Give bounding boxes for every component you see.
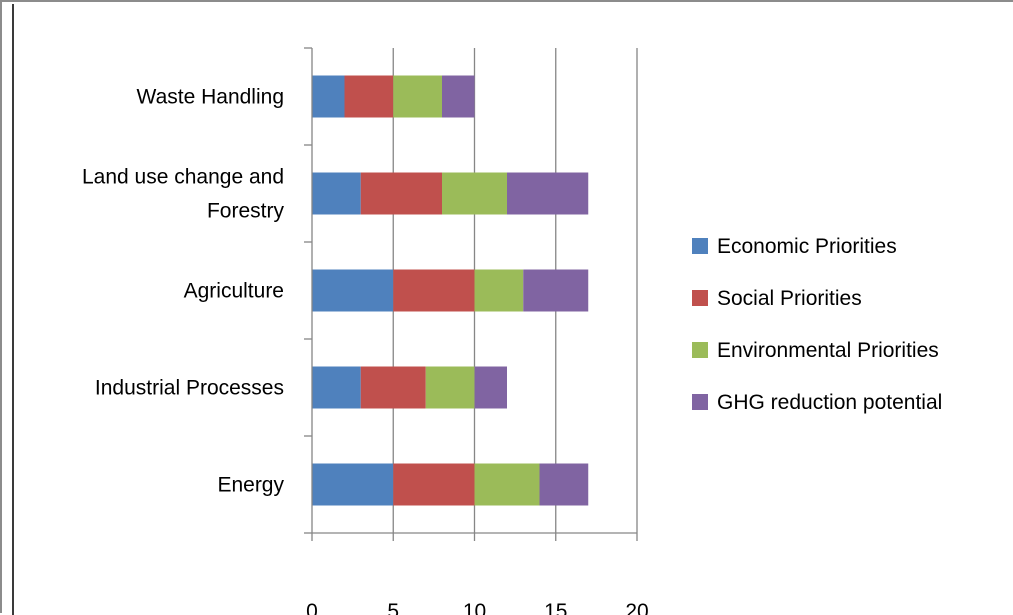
category-label-energy: Energy xyxy=(217,474,284,497)
bar-industrial-processes-economic-priorities xyxy=(312,366,361,409)
x-tick-label-20: 20 xyxy=(625,600,648,615)
bar-land-use-change-and-forestry-economic-priorities xyxy=(312,172,361,215)
bar-agriculture-ghg-reduction-potential xyxy=(523,269,589,312)
category-label-industrial-processes: Industrial Processes xyxy=(95,377,284,400)
bar-waste-handling-ghg-reduction-potential xyxy=(442,75,475,118)
bar-waste-handling-environmental-priorities xyxy=(393,75,442,118)
bar-industrial-processes-environmental-priorities xyxy=(425,366,475,409)
legend-swatch-ghg-reduction-potential xyxy=(692,394,708,410)
bar-industrial-processes-ghg-reduction-potential xyxy=(474,366,507,409)
category-label-agriculture: Agriculture xyxy=(184,280,284,303)
bar-land-use-change-and-forestry-social-priorities xyxy=(360,172,442,215)
bar-agriculture-economic-priorities xyxy=(312,269,394,312)
bar-agriculture-social-priorities xyxy=(393,269,475,312)
category-labels: Energy Industrial Processes Agriculture Lan… xyxy=(82,86,285,497)
bar-industrial-processes-social-priorities xyxy=(360,366,426,409)
legend-swatch-environmental-priorities xyxy=(692,342,708,358)
axes xyxy=(304,47,638,541)
x-tick-label-10: 10 xyxy=(463,600,486,615)
bar-waste-handling-economic-priorities xyxy=(312,75,345,118)
legend-swatch-social-priorities xyxy=(692,290,708,306)
legend-label-ghg-reduction-potential: GHG reduction potential xyxy=(717,391,942,414)
category-label-land-use-change-and-forestry: Land use change and Forestry xyxy=(82,166,285,223)
frame-inner-edge xyxy=(12,4,14,615)
legend-swatch-economic-priorities xyxy=(692,238,708,254)
legend: Economic Priorities Social Priorities Envi… xyxy=(692,235,942,414)
bar-land-use-change-and-forestry-ghg-reduction-potential xyxy=(507,172,589,215)
bars xyxy=(312,75,589,506)
bar-agriculture-environmental-priorities xyxy=(474,269,524,312)
x-tick-label-0: 0 xyxy=(306,600,318,615)
legend-label-social-priorities: Social Priorities xyxy=(717,287,862,310)
category-label-waste-handling: Waste Handling xyxy=(137,86,284,109)
x-tick-labels: 0 5 10 15 20 xyxy=(306,600,649,615)
bar-land-use-change-and-forestry-environmental-priorities xyxy=(442,172,507,215)
bar-energy-social-priorities xyxy=(393,463,475,506)
bar-waste-handling-social-priorities xyxy=(344,75,394,118)
bar-energy-ghg-reduction-potential xyxy=(539,463,589,506)
x-tick-label-5: 5 xyxy=(387,600,399,615)
bar-energy-economic-priorities xyxy=(312,463,394,506)
x-tick-label-15: 15 xyxy=(544,600,567,615)
legend-label-economic-priorities: Economic Priorities xyxy=(717,235,897,258)
legend-label-environmental-priorities: Environmental Priorities xyxy=(717,339,939,362)
bar-energy-environmental-priorities xyxy=(474,463,540,506)
